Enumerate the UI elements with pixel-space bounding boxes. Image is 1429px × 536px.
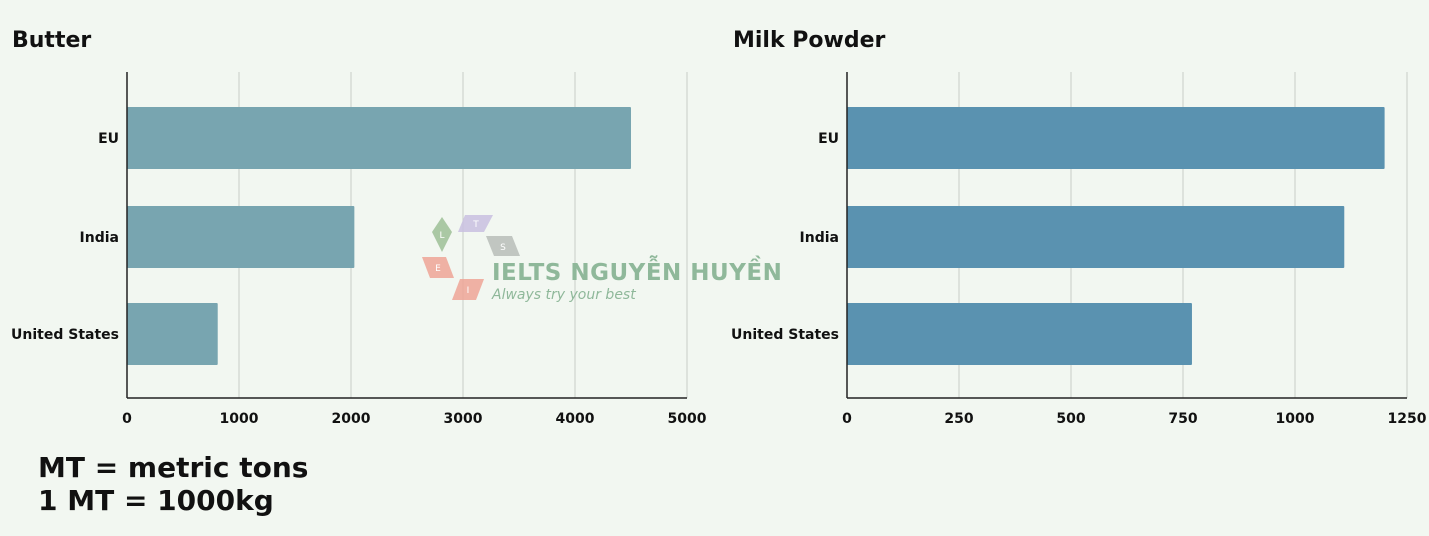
butter-x-tick-label: 4000 bbox=[556, 411, 595, 427]
butter-x-tick-label: 2000 bbox=[332, 411, 371, 427]
butter-category-label: United States bbox=[11, 327, 119, 343]
svg-text:I: I bbox=[467, 286, 470, 296]
butter-category-label: India bbox=[80, 230, 119, 246]
butter-x-tick-label: 1000 bbox=[220, 411, 259, 427]
butter-bar-india bbox=[127, 206, 355, 268]
watermark-logo: L T S E I IELTS NGUYỄN HUYỀN Always try … bbox=[420, 212, 783, 307]
milk-powder-x-tick-label: 750 bbox=[1168, 411, 1197, 427]
watermark-brand: IELTS NGUYỄN HUYỀN bbox=[492, 260, 783, 286]
svg-text:S: S bbox=[500, 243, 506, 253]
butter-x-tick-label: 5000 bbox=[668, 411, 707, 427]
butter-bar-eu bbox=[127, 107, 631, 169]
milk-powder-x-tick-label: 500 bbox=[1056, 411, 1085, 427]
milk-powder-x-tick-label: 0 bbox=[842, 411, 852, 427]
milk-powder-category-label: United States bbox=[731, 327, 839, 343]
milk-powder-bar-eu bbox=[847, 107, 1385, 169]
footnote-conversion: 1 MT = 1000kg bbox=[38, 484, 274, 517]
butter-bar-united-states bbox=[127, 303, 218, 365]
footnote-metric-tons: MT = metric tons bbox=[38, 451, 309, 484]
butter-x-tick-label: 0 bbox=[122, 411, 132, 427]
milk-powder-x-tick-label: 250 bbox=[944, 411, 973, 427]
watermark-tagline: Always try your best bbox=[492, 287, 636, 303]
milk-powder-chart-title: Milk Powder bbox=[733, 28, 886, 53]
milk-powder-bar-india bbox=[847, 206, 1345, 268]
butter-chart-title: Butter bbox=[12, 28, 92, 53]
milk-powder-x-tick-label: 1000 bbox=[1276, 411, 1315, 427]
butter-category-label: EU bbox=[98, 131, 119, 147]
svg-text:L: L bbox=[439, 231, 444, 241]
milk-powder-category-label: India bbox=[800, 230, 839, 246]
milk-powder-category-label: EU bbox=[818, 131, 839, 147]
svg-text:T: T bbox=[472, 220, 479, 230]
butter-x-tick-label: 3000 bbox=[444, 411, 483, 427]
milk-powder-x-tick-label: 1250 bbox=[1388, 411, 1427, 427]
logo-icon: L T S E I bbox=[422, 215, 520, 300]
svg-text:E: E bbox=[435, 264, 441, 274]
milk-powder-bar-united-states bbox=[847, 303, 1192, 365]
